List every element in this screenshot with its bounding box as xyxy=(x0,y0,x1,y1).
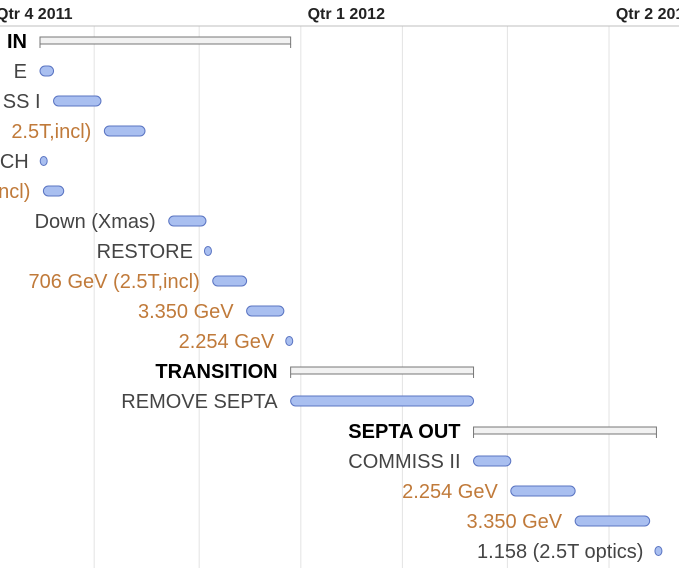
task-row: 2.254 GeV xyxy=(179,331,294,353)
task-bar xyxy=(290,395,475,407)
task-label: 3.350 GeV xyxy=(138,301,234,323)
task-row: SEPTA OUT xyxy=(348,421,657,443)
task-bar xyxy=(212,275,248,287)
timeline-grid xyxy=(93,0,610,568)
task-label: CH xyxy=(0,151,29,173)
task-label: 2.254 GeV xyxy=(179,331,275,353)
task-bar xyxy=(168,215,207,227)
task-bar xyxy=(103,125,146,137)
summary-bar xyxy=(473,426,657,435)
task-label: 2.254 GeV xyxy=(402,481,498,503)
quarter-header-label: Qtr 4 2011 xyxy=(0,6,73,23)
task-row: CH xyxy=(0,151,48,173)
task-bar xyxy=(574,515,651,527)
milestone-marker xyxy=(39,156,48,166)
summary-bar xyxy=(39,36,292,45)
task-bar xyxy=(53,95,102,107)
task-label: Down (Xmas) xyxy=(35,211,156,233)
task-row: E xyxy=(14,61,55,83)
task-bar xyxy=(473,455,512,467)
task-row: REMOVE SEPTA xyxy=(121,391,475,413)
task-row: 2.5T,incl) xyxy=(11,121,146,143)
timeline-header: Qtr 4 2011 Qtr 1 2012 Qtr 2 2012 xyxy=(0,0,679,27)
task-label: 706 GeV (2.5T,incl) xyxy=(29,271,200,293)
task-label: SEPTA OUT xyxy=(348,421,460,443)
task-label: COMMISS II xyxy=(348,451,460,473)
quarter-header-label: Qtr 2 2012 xyxy=(616,6,679,23)
task-rows: IN E SS I 2.5T,incl) CH ncl)Down (Xmas) RESTOR… xyxy=(0,31,663,563)
task-row: ncl) xyxy=(0,181,65,203)
task-row: COMMISS II xyxy=(348,451,512,473)
summary-bar xyxy=(290,366,475,375)
task-label: REMOVE SEPTA xyxy=(121,391,278,413)
header-band xyxy=(0,0,679,26)
task-row: TRANSITION xyxy=(155,361,475,383)
task-row: 706 GeV (2.5T,incl) xyxy=(29,271,248,293)
task-row: 2.254 GeV xyxy=(402,481,576,503)
milestone-marker xyxy=(203,246,212,256)
task-bar xyxy=(39,65,55,77)
task-label: E xyxy=(14,61,27,83)
milestone-marker xyxy=(285,336,294,346)
task-row: RESTORE xyxy=(97,241,212,263)
task-bar xyxy=(510,485,576,497)
task-row: Down (Xmas) xyxy=(35,211,207,233)
task-row: 3.350 GeV xyxy=(138,301,285,323)
task-label: TRANSITION xyxy=(155,361,277,383)
task-label: 2.5T,incl) xyxy=(11,121,91,143)
task-row: SS I xyxy=(3,91,102,113)
task-label: IN xyxy=(7,31,27,53)
task-bar xyxy=(42,185,65,197)
task-label: SS I xyxy=(3,91,41,113)
task-row: IN xyxy=(7,31,292,53)
quarter-header-label: Qtr 1 2012 xyxy=(308,6,385,23)
task-row: 3.350 GeV xyxy=(467,511,651,533)
task-label: 1.158 (2.5T optics) xyxy=(477,541,643,563)
task-label: RESTORE xyxy=(97,241,193,263)
task-label: ncl) xyxy=(0,181,30,203)
task-bar xyxy=(246,305,285,317)
task-label: 3.350 GeV xyxy=(467,511,563,533)
milestone-marker xyxy=(654,546,663,556)
task-row: 1.158 (2.5T optics) xyxy=(477,541,663,563)
